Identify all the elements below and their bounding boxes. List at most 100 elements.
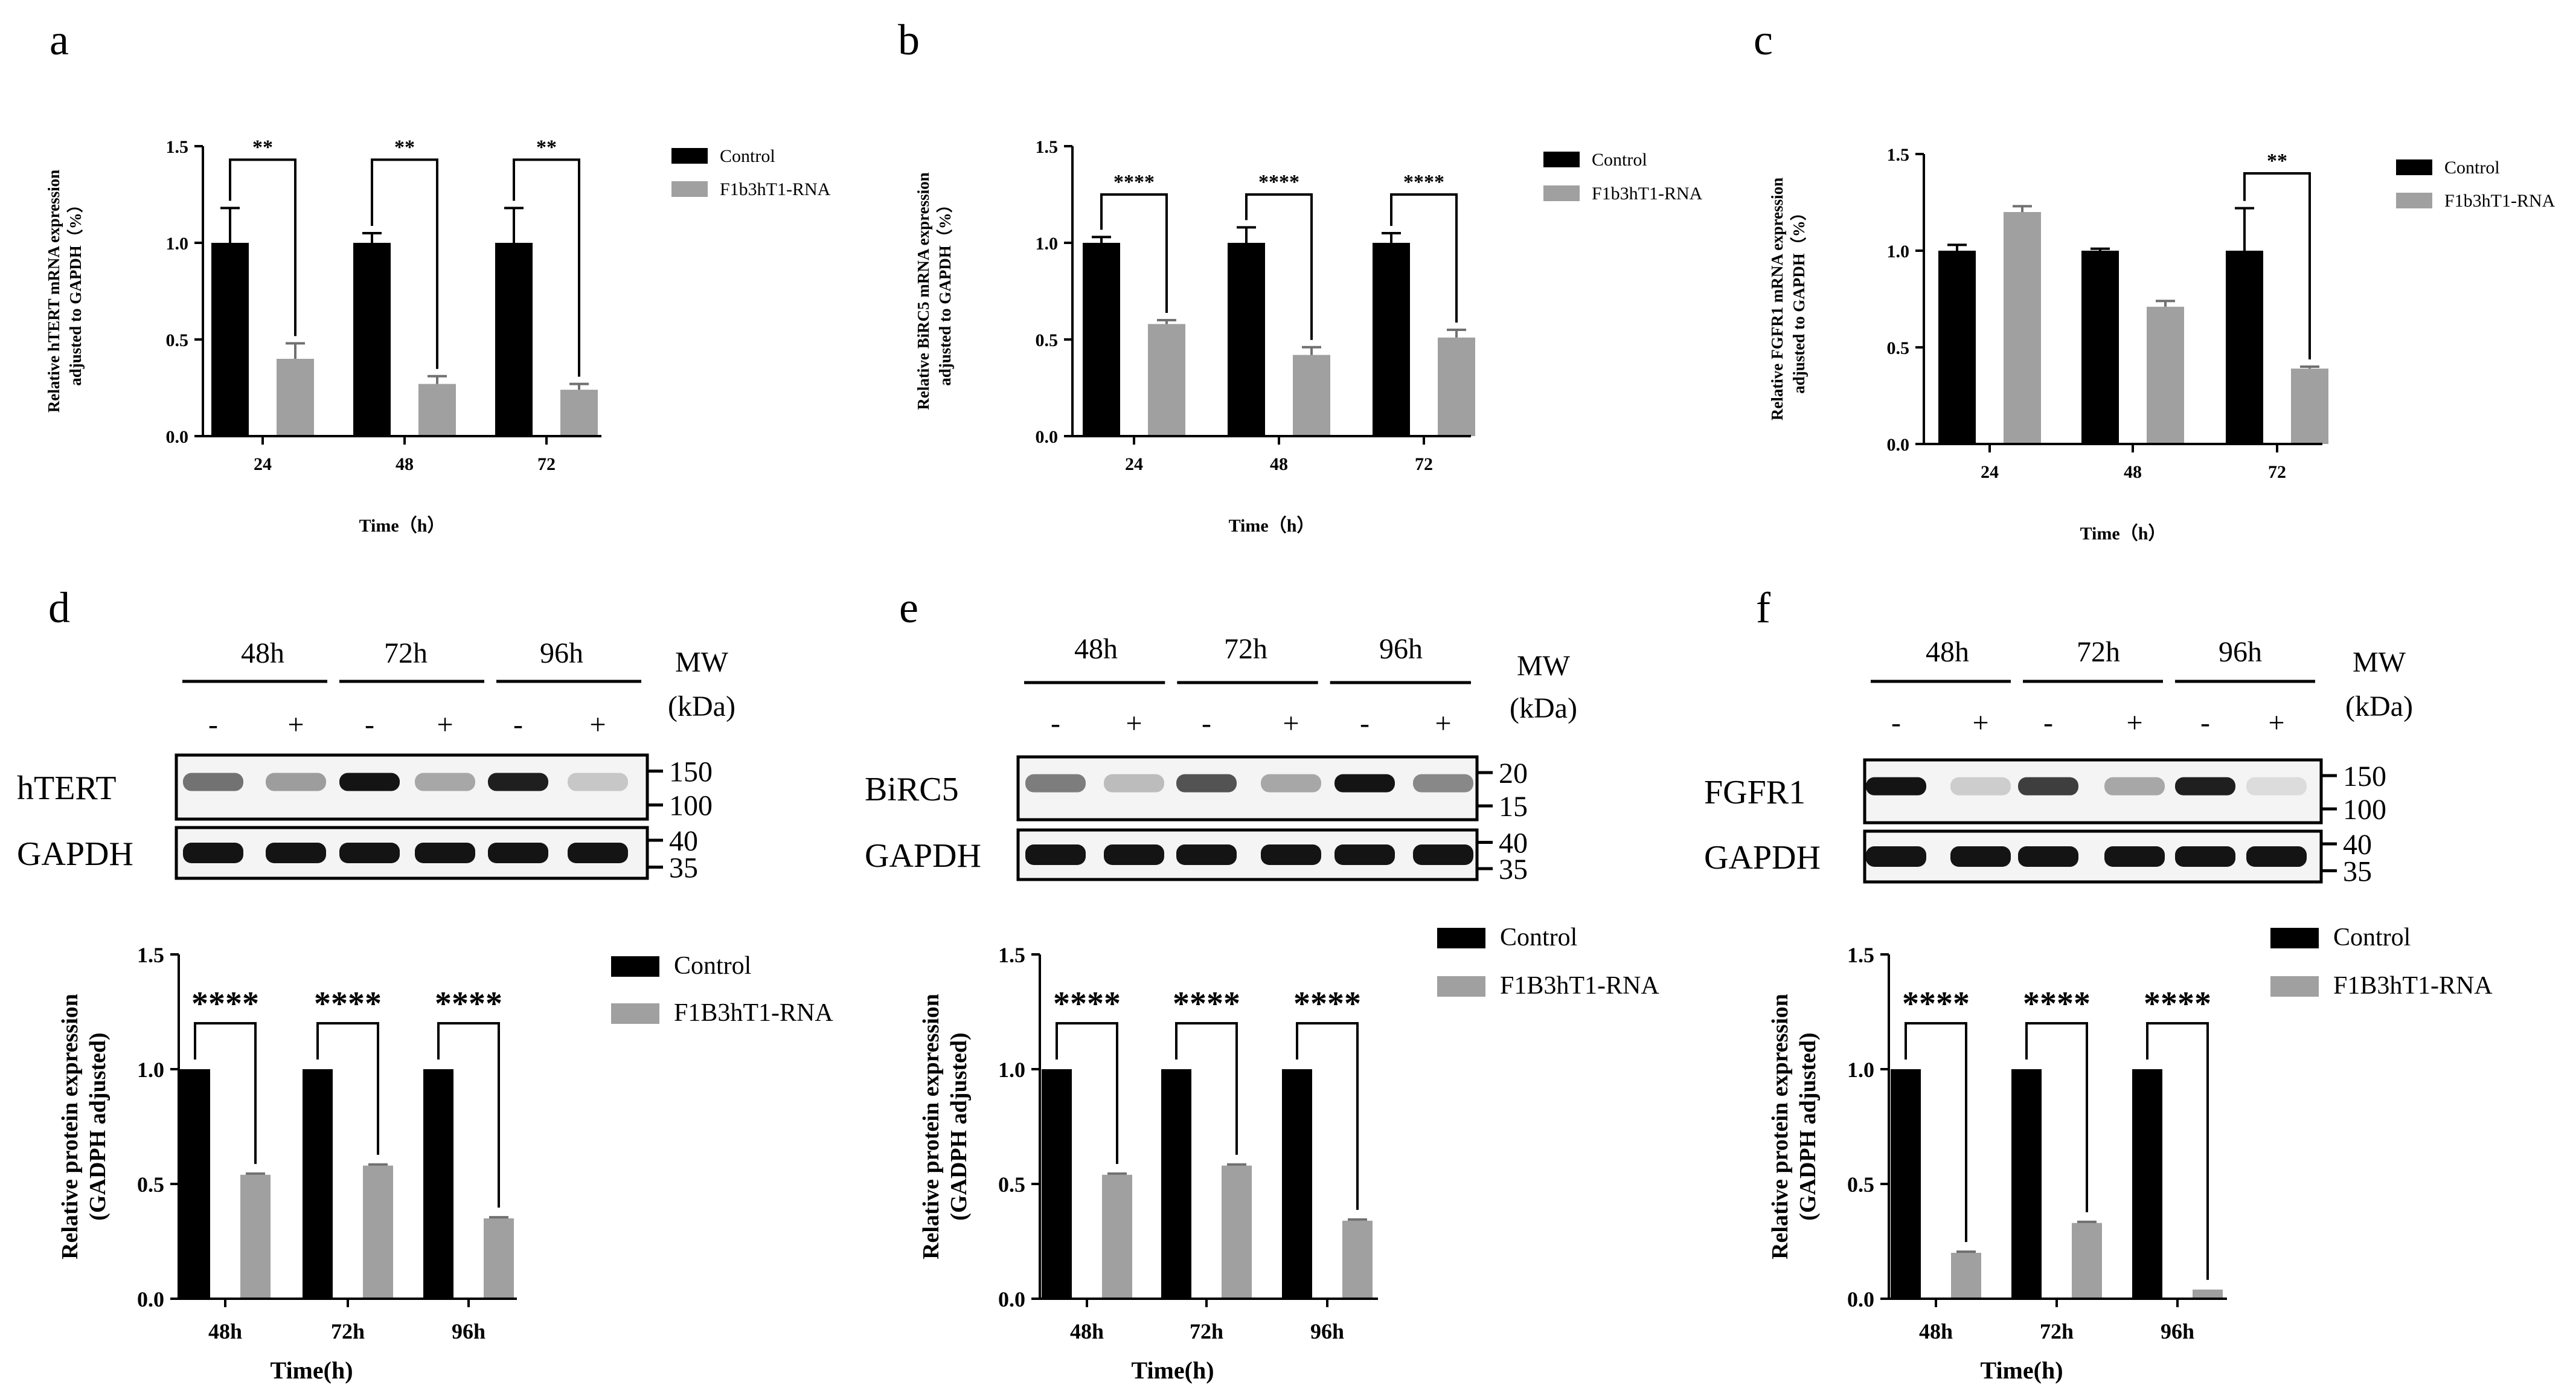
blot-band (183, 773, 243, 791)
y-axis-label-line: (GADPH adjusted) (1795, 1032, 1821, 1220)
legend-swatch (1543, 152, 1580, 167)
bar-treated-24 (277, 359, 314, 436)
legend-label: F1b3hT1-RNA (720, 179, 831, 199)
bar-treated-48h (240, 1174, 271, 1299)
blot-lane-label: - (2043, 707, 2053, 739)
y-axis-label-line: Relative protein expression (1767, 994, 1793, 1259)
bar-treated-48h (1102, 1174, 1132, 1299)
mw-unit: (kDa) (1510, 692, 1577, 724)
blot-band (183, 843, 243, 863)
legend-label: Control (1500, 924, 1577, 951)
y-tick-label: 0.5 (137, 1172, 164, 1197)
blot-lane-label: + (2126, 707, 2142, 739)
blot-lane-label: - (1360, 707, 1370, 739)
blot-protein-label: hTERT (17, 770, 117, 807)
y-tick-label: 1.5 (1847, 943, 1874, 967)
significance-label: **** (191, 985, 259, 1023)
bar-treated-24 (1148, 324, 1185, 436)
blot-time-label: 48h (1926, 636, 1969, 668)
blot-lane-label: - (1891, 707, 1901, 739)
legend-swatch (1437, 928, 1485, 948)
y-tick-label: 1.5 (137, 943, 164, 967)
mw-title: MW (1517, 650, 1571, 682)
bar-control-48 (1228, 243, 1265, 436)
bar-control-24 (1083, 243, 1120, 436)
mw-marker-label: 35 (1499, 854, 1528, 886)
y-tick-label: 0.5 (166, 330, 189, 350)
y-axis-label-line: Relative protein expression (918, 994, 944, 1259)
bar-treated-96h (1342, 1220, 1373, 1299)
bar-treated-72 (1438, 337, 1475, 436)
y-tick-label: 1.5 (1036, 137, 1059, 157)
y-axis-label: Relative BiRC5 mRNA expression adjusted t… (914, 172, 954, 410)
significance-bracket (1390, 193, 1458, 323)
legend-swatch (611, 956, 659, 977)
bar-control-72h (2011, 1069, 2042, 1299)
blot-band (1176, 844, 1237, 865)
x-tick-label: 72h (1190, 1319, 1223, 1343)
significance-bracket (229, 158, 296, 336)
bar-control-48h (1891, 1069, 1921, 1299)
significance-label: **** (1403, 171, 1444, 193)
blot-protein-label: GAPDH (17, 835, 133, 873)
mw-marker-label: 100 (2343, 794, 2386, 826)
significance-label: **** (314, 985, 382, 1023)
legend-label: Control (2444, 158, 2500, 178)
bar-treated-72h (1222, 1165, 1252, 1299)
significance-bracket (2146, 1022, 2209, 1280)
mw-marker-label: 150 (669, 756, 713, 788)
bar-control-72 (2226, 251, 2263, 444)
significance-bracket (437, 1022, 500, 1208)
x-axis-label: Time（h） (1229, 515, 1315, 536)
blot-membrane (175, 826, 649, 880)
blot-band (1025, 844, 1086, 865)
panel-letter: b (898, 16, 920, 64)
blot-time-label: 48h (241, 637, 284, 669)
significance-bracket (371, 158, 438, 369)
blot-band (266, 773, 326, 791)
bar-treated-48 (2147, 306, 2184, 444)
blot-band (2104, 846, 2165, 867)
blot-lane-label: + (589, 709, 606, 741)
x-tick-label: 48h (208, 1319, 242, 1343)
legend-swatch (1543, 185, 1580, 201)
mw-marker-label: 15 (1499, 791, 1528, 823)
legend-swatch (2396, 193, 2432, 208)
y-axis-label-line: Relative FGFR1 mRNA expression (1768, 178, 1786, 420)
mw-marker-label: 40 (669, 825, 698, 857)
y-axis-label-line: Relative hTERT mRNA expression (45, 170, 63, 413)
y-tick-label: 1.0 (998, 1058, 1025, 1082)
x-tick-label: 24 (1125, 454, 1143, 474)
y-tick-label: 0.5 (1847, 1172, 1874, 1197)
significance-bracket (513, 158, 580, 377)
blot-band (568, 773, 628, 791)
legend-swatch (1437, 976, 1485, 997)
legend-label: Control (1592, 150, 1647, 170)
y-tick-label: 1.0 (137, 1058, 164, 1082)
y-tick-label: 0.5 (1036, 330, 1059, 350)
blot-lane-label: + (2268, 707, 2284, 739)
legend-swatch (2270, 928, 2319, 948)
significance-label: ** (394, 136, 415, 158)
y-axis-label-line: adjusted to GAPDH（%） (1790, 204, 1808, 394)
significance-bracket (2025, 1022, 2088, 1212)
legend-label: F1B3hT1-RNA (674, 999, 833, 1027)
significance-bracket (1100, 193, 1168, 313)
blot-band (266, 843, 326, 863)
mw-marker-label: 150 (2343, 761, 2386, 793)
y-tick-label: 0.5 (1887, 338, 1910, 358)
significance-label: ** (252, 136, 273, 158)
y-tick-label: 1.0 (1847, 1058, 1874, 1082)
x-tick-label: 48 (1270, 454, 1288, 474)
bar-treated-72 (2291, 368, 2328, 444)
bar-control-48 (353, 243, 391, 436)
significance-label: **** (2144, 985, 2211, 1023)
blot-band (1950, 846, 2011, 867)
mw-marker-label: 40 (2343, 829, 2372, 861)
bar-treated-48h (1951, 1253, 1981, 1299)
bar-treated-72h (2072, 1223, 2102, 1299)
bar-control-24 (211, 243, 249, 436)
significance-label: **** (1053, 985, 1121, 1023)
bar-control-48h (180, 1069, 210, 1299)
